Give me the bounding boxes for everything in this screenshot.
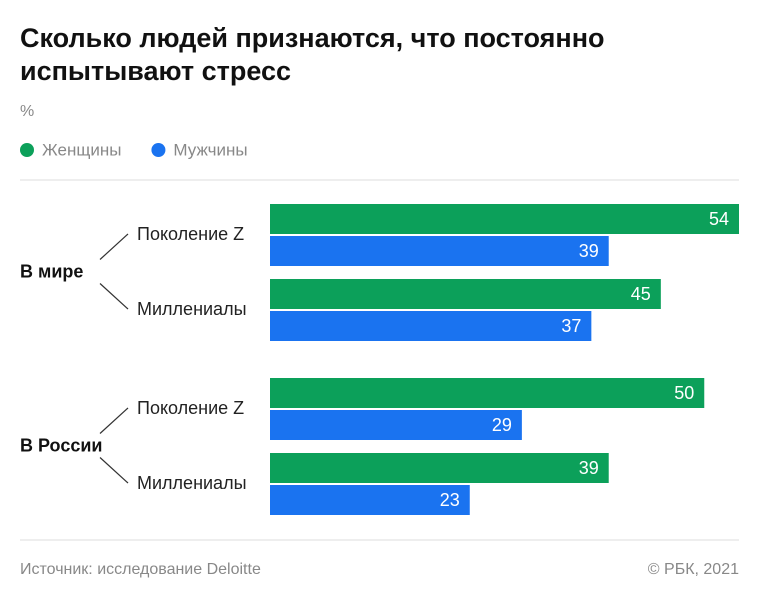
value-label: 45	[631, 284, 651, 304]
bar	[270, 236, 609, 266]
bar	[270, 311, 592, 341]
legend-label: Мужчины	[173, 140, 247, 159]
bracket	[99, 283, 129, 310]
value-label: 50	[674, 383, 694, 403]
bracket	[99, 233, 129, 260]
unit-label: %	[20, 103, 34, 120]
bar	[270, 279, 661, 309]
bar	[270, 204, 739, 234]
bar	[270, 453, 609, 483]
value-label: 37	[561, 316, 581, 336]
category-label: Миллениалы	[137, 299, 247, 319]
bar	[270, 378, 705, 408]
bar	[270, 485, 470, 515]
credit: © РБК, 2021	[648, 561, 739, 578]
bracket	[99, 457, 129, 484]
value-label: 39	[579, 241, 599, 261]
chart-title: Сколько людей признаются, что постоянно	[20, 23, 605, 53]
legend-label: Женщины	[42, 140, 121, 159]
source: Источник: исследование Deloitte	[20, 561, 261, 578]
bracket	[99, 407, 129, 434]
value-label: 23	[440, 490, 460, 510]
bar	[270, 410, 522, 440]
category-label: Поколение Z	[137, 224, 244, 244]
value-label: 54	[709, 209, 729, 229]
group-label: В России	[20, 435, 102, 455]
value-label: 29	[492, 415, 512, 435]
group-label: В мире	[20, 261, 83, 281]
legend-marker	[151, 143, 166, 157]
value-label: 39	[579, 458, 599, 478]
chart-title: испытывают стресс	[20, 56, 291, 86]
category-label: Поколение Z	[137, 398, 244, 418]
legend-marker	[20, 143, 34, 157]
category-label: Миллениалы	[137, 473, 247, 493]
